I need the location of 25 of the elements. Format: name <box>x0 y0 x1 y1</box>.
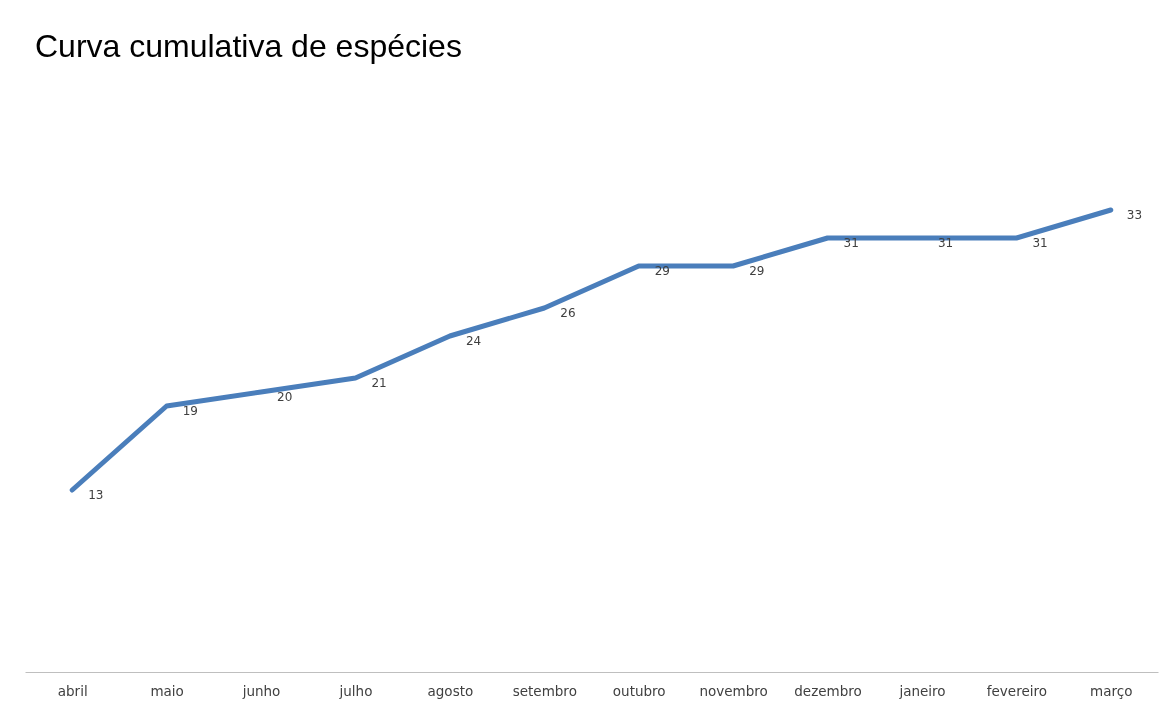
data-label: 24 <box>465 334 482 348</box>
data-label: 31 <box>1032 236 1048 250</box>
x-tick-label: março <box>1090 682 1133 699</box>
x-tick-label: maio <box>150 682 184 699</box>
chart-title: Curva cumulativa de espécies <box>35 27 462 64</box>
data-label: 21 <box>371 376 387 390</box>
x-tick-label: agosto <box>427 682 474 699</box>
data-label: 31 <box>843 236 859 250</box>
data-label: 13 <box>88 488 104 502</box>
x-tick-label: janeiro <box>898 682 946 699</box>
data-label: 31 <box>937 236 954 250</box>
x-tick-label: junho <box>241 682 281 699</box>
x-tick-label: abril <box>57 682 88 699</box>
x-tick-label: outubro <box>612 682 666 699</box>
data-label: 26 <box>560 306 576 320</box>
data-label: 29 <box>654 264 670 278</box>
data-label: 29 <box>749 264 765 278</box>
data-label: 19 <box>182 404 198 418</box>
x-tick-label: novembro <box>699 682 768 699</box>
x-tick-label: setembro <box>512 682 577 699</box>
x-tick-label: julho <box>338 682 373 699</box>
x-tick-label: dezembro <box>794 682 862 699</box>
data-label: 20 <box>277 390 293 404</box>
x-tick-label: fevereiro <box>986 682 1047 699</box>
data-label: 33 <box>1126 208 1143 222</box>
